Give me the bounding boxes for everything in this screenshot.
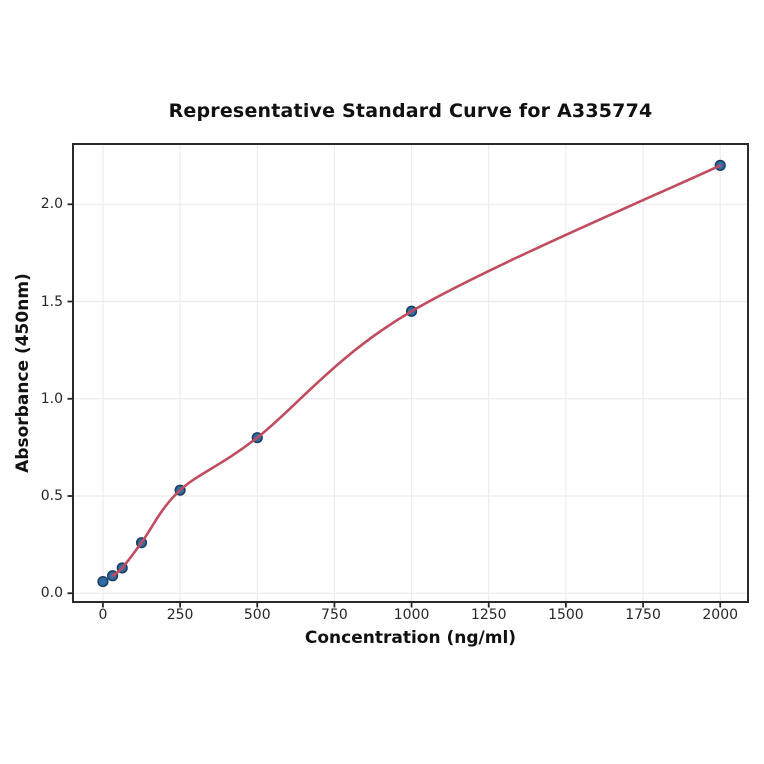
- x-tick-label: 750: [321, 607, 348, 623]
- x-tick-label: 1750: [625, 607, 661, 623]
- plot-area: [67, 143, 749, 608]
- y-tick-label: 2.0: [40, 196, 63, 213]
- plot-svg: [67, 143, 749, 608]
- x-axis-label: Concentration (ng/ml): [304, 628, 517, 648]
- x-tick-label: 250: [166, 607, 194, 623]
- x-tick-label: 2000: [702, 607, 739, 623]
- chart-title: Representative Standard Curve for A33577…: [168, 100, 653, 122]
- x-tick-label: 1500: [548, 607, 584, 623]
- fit-curve: [111, 164, 722, 578]
- y-tick-label: 0.5: [40, 488, 63, 504]
- y-axis-label: Absorbance (450nm): [13, 273, 33, 473]
- x-tick-label: 500: [243, 607, 271, 623]
- plot-frame: [72, 143, 749, 603]
- x-tick-label: 1000: [393, 607, 430, 623]
- x-tick-label: 0: [98, 607, 108, 623]
- x-tick-label: 1250: [470, 607, 507, 623]
- y-tick-label: 0.0: [40, 585, 63, 602]
- data-point: [97, 575, 109, 588]
